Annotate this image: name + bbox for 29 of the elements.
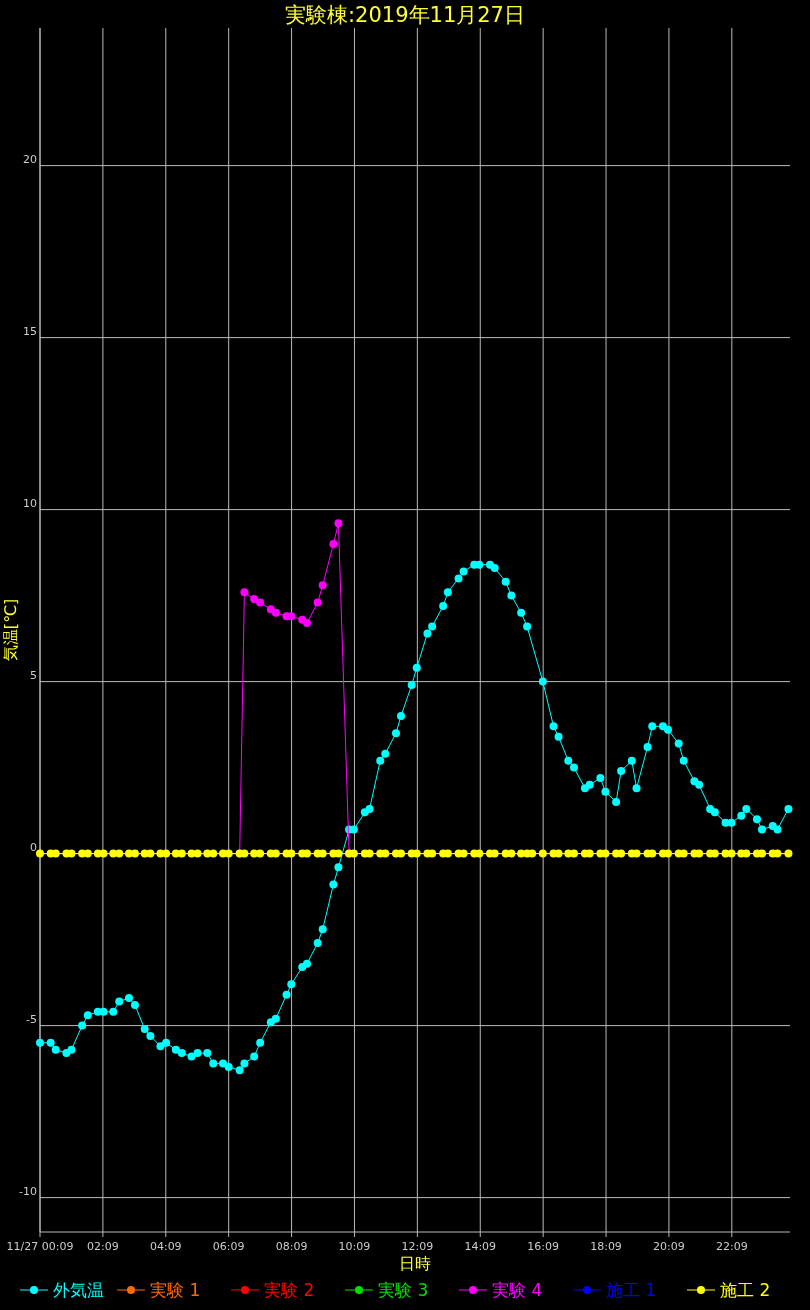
- legend-label: 外気温: [53, 1280, 104, 1300]
- x-tick-label: 18:09: [590, 1240, 622, 1253]
- chart-title: 実験棟:2019年11月27日: [285, 3, 525, 27]
- x-tick-label: 22:09: [715, 1240, 748, 1253]
- legend-label: 実験 4: [492, 1280, 543, 1300]
- legend-label: 施工 1: [606, 1280, 657, 1300]
- x-tick-label: 08:09: [275, 1240, 308, 1253]
- x-axis-title: 日時: [399, 1254, 431, 1273]
- y-tick-label: -10: [19, 1184, 37, 1198]
- x-tick-label: 14:09: [464, 1240, 497, 1253]
- x-tick-label: 10:09: [338, 1240, 371, 1253]
- y-tick-label: 20: [23, 152, 37, 166]
- x-tick-label: 16:09: [527, 1240, 559, 1253]
- x-tick-label: 06:09: [212, 1240, 245, 1253]
- legend-label: 実験 2: [264, 1280, 315, 1300]
- legend-label: 施工 2: [720, 1280, 771, 1300]
- y-tick-label: 5: [30, 668, 37, 682]
- x-tick-label: 11/27 00:09: [6, 1240, 74, 1253]
- y-tick-label: 15: [23, 324, 37, 338]
- y-tick-label: 10: [23, 496, 37, 510]
- legend-label: 実験 3: [378, 1280, 429, 1300]
- y-tick-label: -5: [26, 1012, 37, 1026]
- y-tick-label: 0: [30, 840, 37, 854]
- x-tick-label: 02:09: [87, 1240, 119, 1253]
- x-tick-label: 20:09: [653, 1240, 685, 1253]
- x-tick-label: 04:09: [149, 1240, 182, 1253]
- x-tick-label: 12:09: [401, 1240, 434, 1253]
- legend-label: 実験 1: [150, 1280, 201, 1300]
- y-axis-title: 気温[℃]: [1, 598, 20, 662]
